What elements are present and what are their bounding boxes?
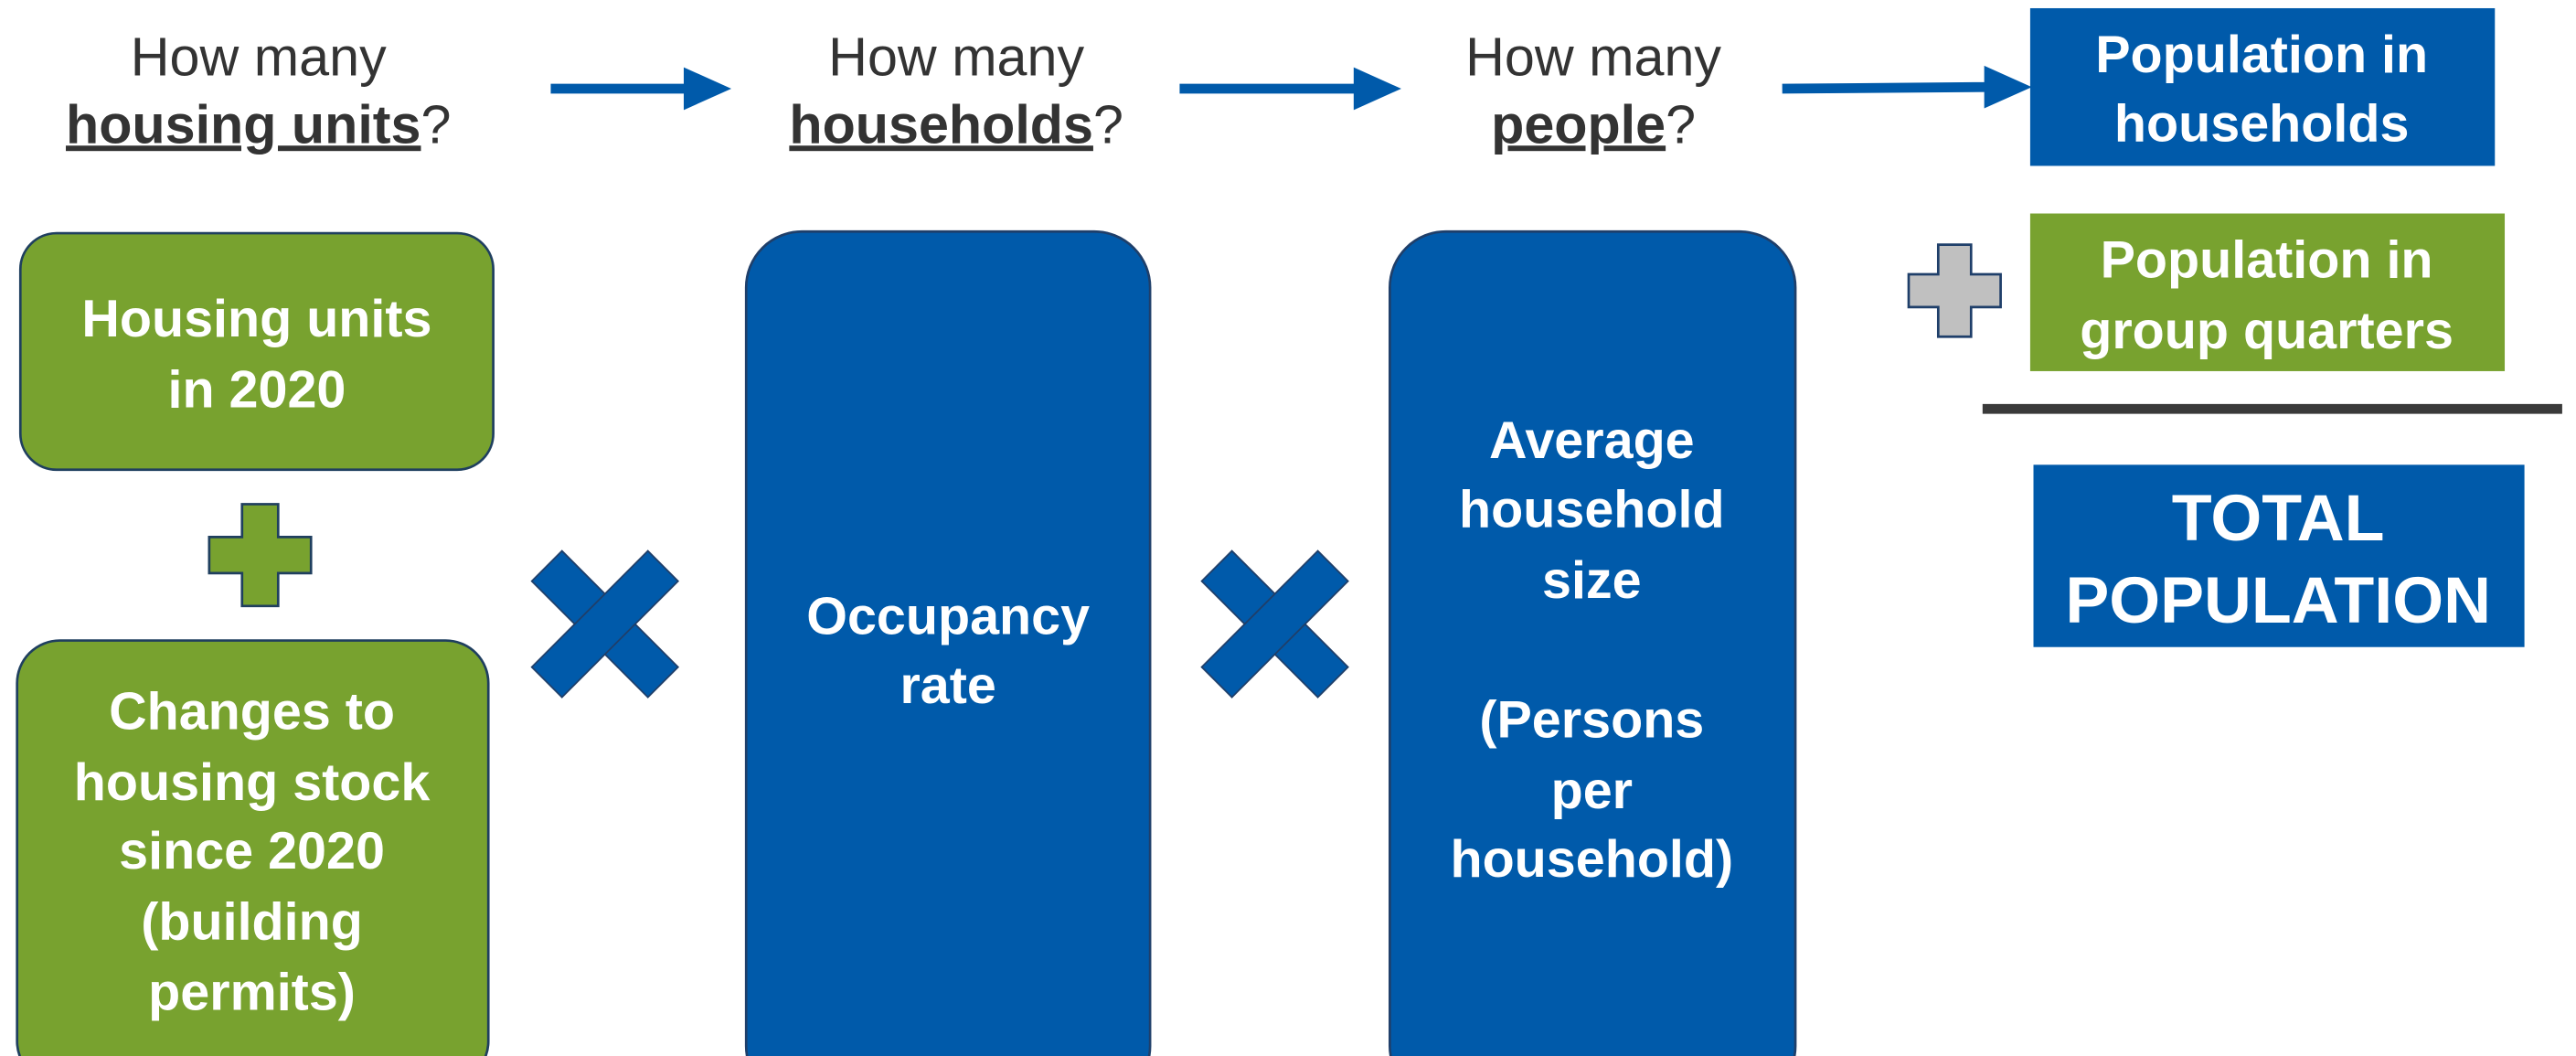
arrow-shaft [1782,81,1988,94]
question-emphasis: housing units [66,93,420,155]
arrow-head [1984,65,2032,109]
arrow-head [683,67,732,111]
box-pop-households [2029,7,2496,166]
question-suffix: ? [420,93,451,155]
plus-icon [1907,243,2002,338]
box-text: since 2020 [119,822,385,880]
box-text: POPULATION [2065,564,2491,637]
box-text: TOTAL [2172,482,2385,555]
question-line: housing units? [66,93,451,155]
question: How many housing units? [66,27,451,155]
box-text: housing stock [74,753,431,812]
arrows [550,65,2032,111]
question-suffix: ? [1666,93,1696,155]
question-prefix: How many [828,27,1084,88]
box-pop-group-quarters [2029,213,2506,371]
question-emphasis: households [789,93,1093,155]
box-text: (building [141,892,363,951]
plus-icon [208,503,313,608]
question-prefix: How many [1465,27,1721,88]
box-occupancy [744,229,1152,1056]
question-line: households? [789,93,1123,155]
box-text: Housing units [81,290,431,348]
question-prefix: How many [131,27,387,88]
box-text: Population in [2101,231,2433,290]
box-text: Population in [2095,26,2428,84]
question-emphasis: people [1491,93,1666,155]
question: How many households? [789,27,1123,155]
question-suffix: ? [1093,93,1123,155]
box-housing-units [18,231,495,472]
box-text: group quarters [2080,302,2454,360]
box-text: household) [1450,830,1733,889]
box-text: per [1551,762,1633,820]
box-text: Changes to [109,683,395,741]
box-text: Occupancy [806,587,1090,645]
times-icon [1200,549,1349,699]
box-text: Average [1489,411,1695,470]
arrow-head [1353,67,1401,111]
box-text: size [1542,551,1642,610]
question-line: people? [1491,93,1696,155]
box-text: in 2020 [167,360,346,419]
times-icon [530,549,680,699]
box-household-size [1389,229,1797,1056]
box-text: household [1459,481,1725,539]
box-changes [16,639,490,1056]
question: How many people? [1465,27,1721,155]
box-text: rate [899,656,995,715]
box-total [2033,464,2525,647]
box-text: permits) [148,964,356,1022]
box-text: (Persons [1479,691,1704,750]
box-text: households [2114,94,2409,153]
